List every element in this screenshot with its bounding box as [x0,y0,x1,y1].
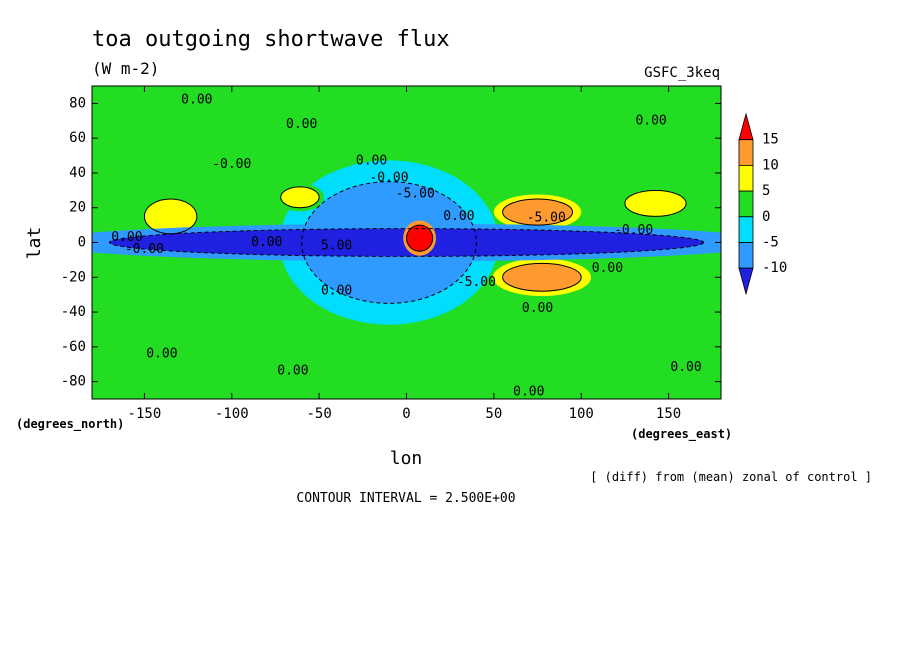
contour-label-13: 5.00 [321,238,352,253]
contour-line-3 [280,186,320,209]
colorbar-label-1: 10 [762,157,779,173]
contour-label-0: 0.00 [181,92,212,107]
contour-label-14: 0.00 [592,261,623,276]
contour-label-19: 0.00 [277,364,308,379]
x-axis-units: (degrees_east) [631,427,732,442]
x-tick-label-1: -100 [215,406,249,422]
region-positive-3 [280,186,320,208]
contour-label-18: 0.00 [146,346,177,361]
region-positive-1 [624,190,687,217]
contour-line-0 [301,181,477,304]
colorbar-bin-4 [738,216,754,243]
contour-label-8: -5.00 [527,211,566,226]
x-tick-label-3: 0 [402,406,410,422]
colorbar-bin-3 [738,190,754,218]
contour-label-2: 0.00 [635,113,666,128]
colorbar-bin-2 [738,164,754,192]
colorbar-bin-0 [738,112,754,141]
contour-label-16: 0.00 [321,284,352,299]
plot-area: 0.000.00 0.00-0.00 0.00-0.00-5.000.00 -5.00… [92,86,721,399]
colorbar: 15 10 5 0 -5 -10 [738,112,787,296]
x-axis-title: lon [390,448,423,469]
region-positive-5 [502,263,582,292]
x-tick-label-5: 100 [569,406,594,422]
contour-line-1 [624,189,687,217]
y-axis: 80 60 40 20 0 -20 -40 -60 -80 [61,95,721,390]
y-axis-title: lat [24,227,45,260]
contour-label-6: -5.00 [396,186,435,201]
contour-label-10: 0.00 [111,230,142,245]
colorbar-bin-6 [738,267,754,296]
y-tick-label-5: -20 [61,269,86,285]
contour-line-layer [108,181,705,304]
contour-line-4 [502,198,573,226]
contour-label-15: -5.00 [457,275,496,290]
y-tick-label-0: 80 [69,95,86,111]
x-tick-label-4: 50 [485,406,502,422]
contour-label-1: 0.00 [286,117,317,132]
y-tick-label-4: 0 [78,235,86,251]
contour-label-20: 0.00 [670,360,701,375]
contour-label-3: -0.00 [212,157,251,172]
colorbar-label-5: -10 [762,260,787,276]
region-positive-4 [502,199,573,226]
colorbar-label-2: 5 [762,183,770,199]
y-axis-units: (degrees_north) [16,417,124,432]
contour-label-5: -0.00 [369,171,408,186]
y-tick-label-1: 60 [69,130,86,146]
colorbar-label-4: -5 [762,235,779,251]
contour-line-7 [406,224,434,252]
y-tick-label-7: -60 [61,339,86,355]
x-tick-label-2: -50 [306,406,331,422]
y-tick-label-6: -40 [61,304,86,320]
contour-label-9: -0.00 [614,223,653,238]
comparison-note: [ (diff) from (mean) zonal of control ] [590,470,872,484]
chart-units: (W m-2) [92,59,159,78]
colorbar-label-0: 15 [762,132,779,148]
contour-interval-note: CONTOUR INTERVAL = 2.500E+00 [296,491,515,506]
contour-label-layer: 0.000.00 0.00-0.00 0.00-0.00-5.000.00 -5.00… [111,92,701,399]
contour-line-6 [108,228,705,257]
contour-label-17: 0.00 [522,301,553,316]
contour-fill-layer [92,160,721,325]
contour-line-5 [502,262,582,292]
x-tick-label-0: -150 [128,406,162,422]
colorbar-bin-5 [738,242,754,269]
x-tick-label-6: 150 [656,406,681,422]
contour-label-7: 0.00 [443,209,474,224]
contour-label-11: -0.00 [125,242,164,257]
colorbar-label-3: 0 [762,209,770,225]
chart-title: toa outgoing shortwave flux [92,27,450,52]
model-label: GSFC_3keq [644,65,720,81]
region-positive-7 [406,225,433,252]
contour-label-12: 0.00 [251,235,282,250]
region-positive-2 [144,199,197,234]
x-axis: -150 -100 -50 0 50 100 150 [128,86,681,422]
contour-label-21: 0.00 [513,385,544,400]
y-tick-label-2: 40 [69,165,86,181]
y-tick-label-3: 20 [69,200,86,216]
y-tick-label-8: -80 [61,374,86,390]
contour-label-4: 0.00 [356,153,387,168]
colorbar-bin-1 [738,139,754,166]
